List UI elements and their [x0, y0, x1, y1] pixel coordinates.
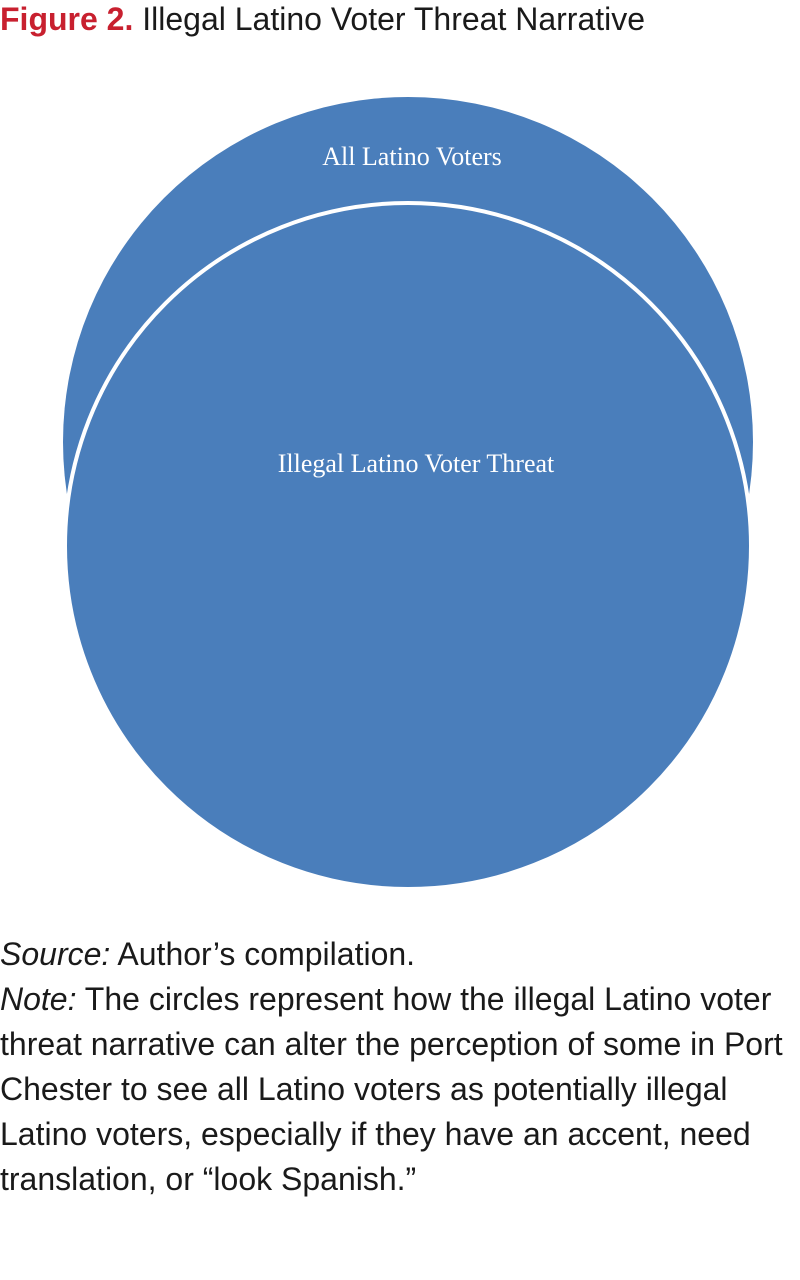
outer-circle-label: All Latino Voters	[322, 142, 502, 171]
source-text: Author’s compilation.	[117, 936, 416, 972]
source-line: Source: Author’s compilation.	[0, 932, 800, 977]
source-label: Source:	[0, 936, 111, 972]
figure-label: Figure 2.	[0, 1, 134, 37]
note-label: Note:	[0, 981, 77, 1017]
venn-diagram: All Latino Voters Illegal Latino Voter T…	[0, 60, 800, 910]
figure-title: Figure 2. Illegal Latino Voter Threat Na…	[0, 0, 800, 38]
figure-caption: Source: Author’s compilation. Note: The …	[0, 932, 800, 1202]
inner-circle-label: Illegal Latino Voter Threat	[278, 449, 555, 478]
note-text: The circles represent how the illegal La…	[0, 981, 783, 1197]
figure-name: Illegal Latino Voter Threat Narrative	[142, 1, 646, 37]
inner-circle	[63, 201, 753, 891]
note-paragraph: Note: The circles represent how the ille…	[0, 977, 800, 1202]
